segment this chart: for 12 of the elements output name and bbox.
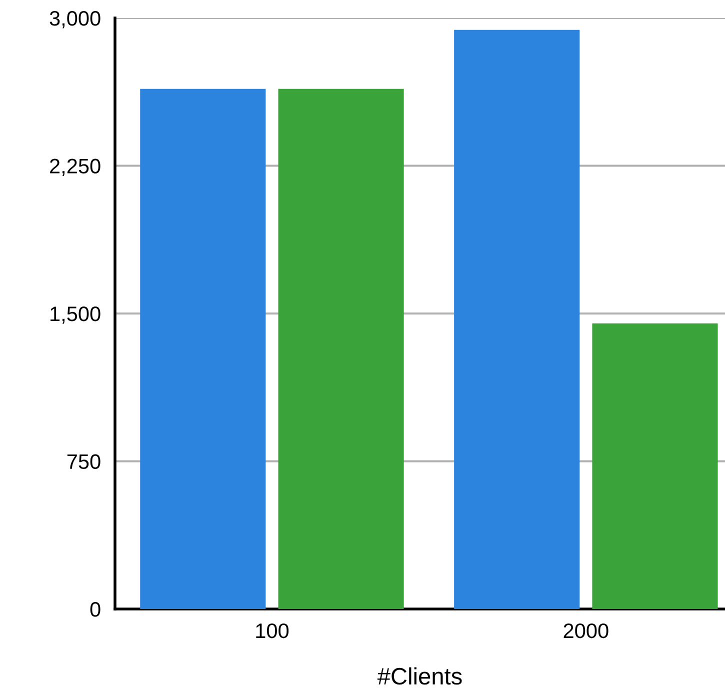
- bar: [454, 30, 580, 609]
- y-tick-label: 2,250: [50, 158, 100, 176]
- y-tick-label: 3,000: [50, 11, 100, 28]
- bar: [592, 323, 718, 609]
- y-tick-label: 1,500: [50, 306, 100, 324]
- x-axis-title: #Clients: [377, 667, 462, 685]
- bar: [278, 88, 404, 609]
- x-tick-label: 2000: [564, 623, 608, 638]
- y-tick-label: 0: [90, 602, 100, 617]
- bar: [140, 88, 266, 609]
- y-tick-label: 750: [67, 454, 100, 470]
- x-tick-label: 100: [256, 623, 289, 638]
